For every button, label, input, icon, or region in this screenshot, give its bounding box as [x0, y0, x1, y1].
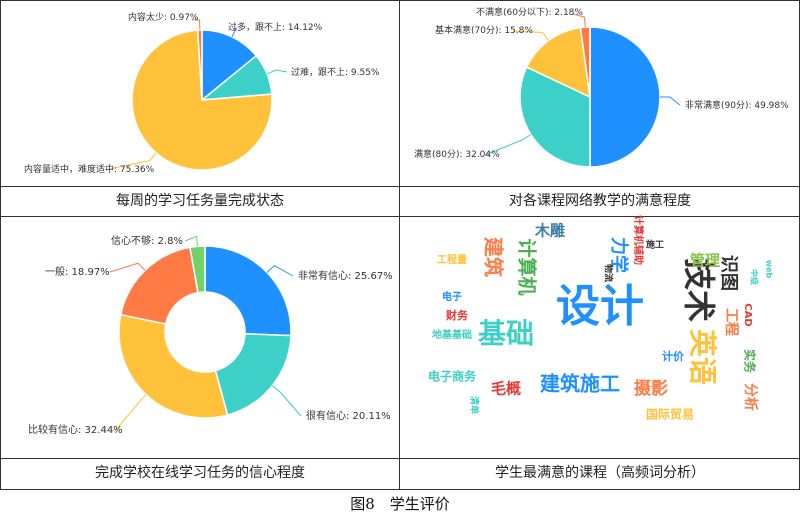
- pie-slice: [525, 26, 591, 99]
- slice-label: 过多，跟不上: 14.12%: [228, 21, 323, 33]
- word-cloud-term: CAD: [742, 303, 753, 326]
- caption-divider: [0, 186, 400, 187]
- slice-label: 很有信心: 20.11%: [306, 409, 391, 422]
- pie-slice: [131, 29, 273, 171]
- leader-line: [109, 262, 146, 273]
- word-cloud-term: 财务: [445, 308, 469, 322]
- pie-slice: [204, 245, 292, 337]
- word-cloud-term: 管理: [690, 252, 720, 270]
- word-cloud-term: 基础: [478, 317, 534, 350]
- word-cloud-term: web: [765, 260, 774, 279]
- word-cloud-term: 分析: [742, 383, 759, 411]
- leader-line: [572, 13, 586, 28]
- pie-slice: [189, 245, 206, 294]
- pie-slice: [196, 29, 203, 101]
- pie-chart-satisfaction: 非常满意(90分): 49.98% 满意(80分): 32.04% 基本满意(70分…: [414, 6, 789, 168]
- slice-label: 信心不够: 2.8%: [111, 235, 183, 247]
- slice-label: 比较有信心: 32.44%: [28, 423, 123, 436]
- slice-label: 非常满意(90分): 49.98%: [685, 99, 789, 111]
- pie-slice: [519, 66, 591, 168]
- word-cloud-term: 施工: [646, 239, 664, 251]
- leader-line: [114, 394, 147, 432]
- pie-slice: [589, 26, 661, 168]
- caption-divider: [400, 458, 800, 459]
- pie-slice: [118, 313, 229, 419]
- slice-label: 满意(80分): 32.04%: [414, 148, 500, 160]
- leader-line: [266, 264, 294, 277]
- word-cloud-term: 地基基础: [432, 328, 472, 341]
- chart-caption: 对各课程网络教学的满意程度: [509, 193, 691, 209]
- slice-label: 非常有信心: 25.67%: [298, 269, 393, 282]
- figure-title: 图8 学生评价: [350, 495, 450, 513]
- chart-caption: 每周的学习任务量完成状态: [116, 193, 284, 209]
- chart-caption: 学生最满意的课程（高频词分析）: [495, 465, 705, 481]
- caption-divider: [400, 186, 800, 187]
- chart-caption: 完成学校在线学习任务的信心程度: [95, 465, 305, 481]
- word-cloud-term: 计算机: [516, 238, 539, 295]
- word-cloud-term: 建筑施工: [540, 372, 620, 396]
- word-cloud-term: 计算机辅助: [632, 215, 645, 265]
- slice-label: 内容太少: 0.97%: [128, 11, 199, 23]
- word-cloud-term: 毛概: [491, 380, 521, 398]
- leader-line: [192, 19, 201, 31]
- word-cloud-term: 识图: [718, 255, 739, 291]
- leader-line: [104, 152, 157, 171]
- panel-divider-vertical: [399, 0, 400, 490]
- word-cloud-term: 英语: [686, 329, 719, 385]
- word-cloud-term: 计价: [662, 349, 685, 363]
- pie-slice: [201, 29, 258, 102]
- slice-label: 不满意(60分以下): 2.18%: [476, 6, 583, 18]
- word-cloud-term: 电子: [442, 290, 462, 303]
- pie-chart-task-completion: 过多，跟不上: 14.12% 过难，跟不上: 9.55% 内容量适中，难度适中: 7…: [24, 11, 380, 175]
- word-cloud-term: 物流: [603, 264, 615, 282]
- leader-line: [184, 235, 198, 247]
- caption-divider: [0, 458, 400, 459]
- leader-line: [266, 69, 288, 75]
- leader-line: [484, 134, 532, 156]
- word-cloud-term: 摄影: [634, 378, 668, 399]
- leader-line: [659, 96, 681, 106]
- word-cloud-term: 工程量: [437, 253, 467, 266]
- slice-label: 一般: 18.97%: [45, 265, 110, 278]
- donut-chart-confidence: 非常有信心: 25.67% 很有信心: 20.11% 比较有信心: 32.44% 一般…: [28, 235, 393, 436]
- word-cloud-term: 实务: [743, 349, 758, 374]
- word-cloud-term: 木雕: [534, 222, 565, 240]
- word-cloud-term: 力学: [608, 237, 630, 273]
- word-cloud-term: 清单: [469, 396, 481, 414]
- leader-line: [231, 27, 237, 37]
- slice-label: 内容量适中，难度适中: 75.36%: [24, 163, 155, 175]
- word-cloud-term: 电子商务: [428, 369, 477, 384]
- pie-slice: [214, 332, 292, 416]
- leader-line: [512, 30, 549, 41]
- word-cloud-term: 建筑: [482, 237, 506, 277]
- word-cloud-term: 国际贸易: [646, 407, 694, 422]
- word-cloud-term: 技术: [680, 258, 718, 322]
- slice-label: 基本满意(70分): 15.8%: [435, 24, 533, 36]
- leader-line: [271, 385, 302, 417]
- pie-slice: [119, 246, 199, 325]
- word-cloud-term: 工程: [723, 308, 739, 336]
- slice-label: 过难，跟不上: 9.55%: [291, 66, 380, 78]
- word-cloud-term: 中级: [750, 269, 760, 286]
- word-cloud-term: 设计: [556, 281, 644, 332]
- panel-divider-horizontal: [0, 216, 800, 217]
